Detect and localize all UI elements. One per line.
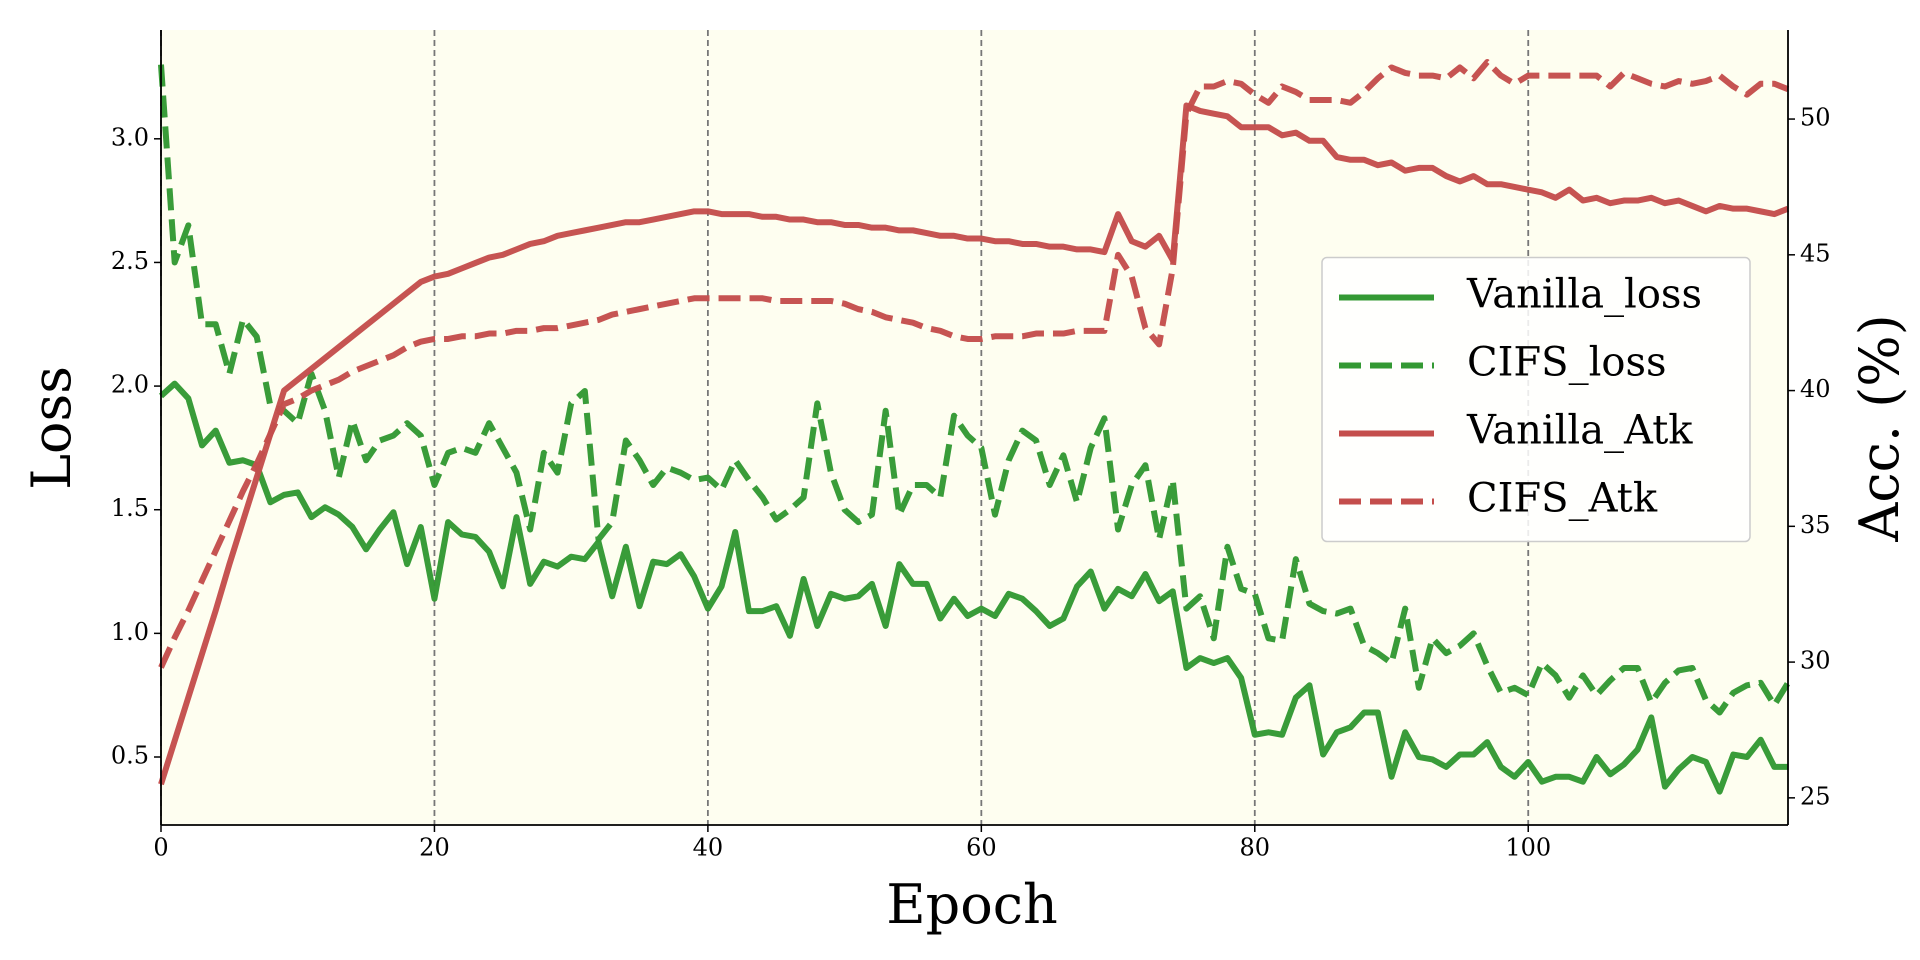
- x-tick-label: 60: [966, 834, 997, 862]
- y2-tick-label: 35: [1800, 511, 1831, 539]
- legend: Vanilla_loss CIFS_loss Vanilla_Atk CIFS_Atk: [1321, 256, 1751, 543]
- legend-label: CIFS_loss: [1467, 340, 1667, 386]
- line-vanilla-atk: [158, 102, 1790, 786]
- y2-tick-label: 30: [1800, 647, 1831, 675]
- y-axis-label: Loss: [20, 366, 83, 490]
- y2-tick-label: 50: [1800, 104, 1831, 132]
- x-tick-label: 40: [693, 834, 724, 862]
- x-tick-label: 0: [153, 834, 168, 862]
- legend-label: Vanilla_Atk: [1466, 408, 1693, 454]
- legend-label: CIFS_Atk: [1467, 476, 1658, 522]
- y-tick-label: 2.0: [111, 371, 149, 399]
- y-tick-label: 0.5: [111, 741, 149, 769]
- y2-tick-label: 45: [1800, 239, 1831, 267]
- x-tick-label: 80: [1240, 834, 1271, 862]
- y2-tick-label: 40: [1800, 375, 1831, 403]
- y-tick-label: 1.5: [111, 494, 149, 522]
- line-vanilla-loss: [158, 380, 1788, 795]
- legend-box: [1321, 256, 1751, 543]
- line-cifs-atk: [158, 59, 1790, 669]
- x-tick-label: 20: [419, 834, 450, 862]
- legend-label: Vanilla_loss: [1466, 272, 1702, 318]
- line-cifs-loss: [158, 64, 1791, 716]
- y2-tick-label: 25: [1800, 782, 1831, 810]
- y-tick-label: 2.5: [111, 247, 149, 275]
- x-tick-label: 100: [1505, 834, 1551, 862]
- y2-axis-label: Acc. (%): [1848, 314, 1911, 542]
- x-axis-label: Epoch: [886, 873, 1058, 936]
- y-tick-label: 3.0: [111, 123, 149, 151]
- y-tick-label: 1.0: [111, 618, 149, 646]
